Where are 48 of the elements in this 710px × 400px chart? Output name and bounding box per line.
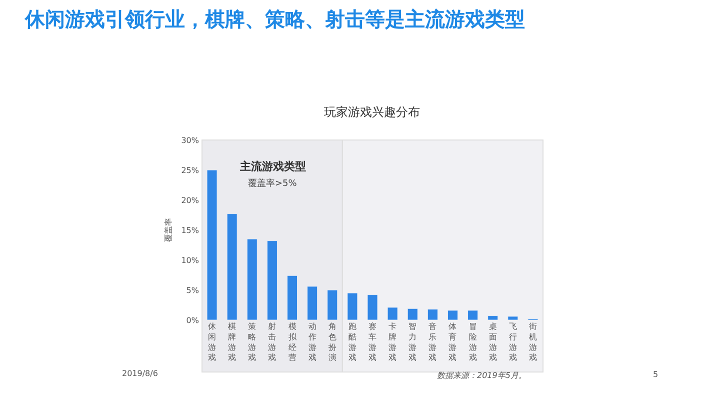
- x-tick-label: 音乐游戏: [428, 322, 437, 362]
- x-tick-label: 射击游戏: [268, 322, 276, 362]
- x-tick-label: 街机游戏: [528, 322, 537, 362]
- bar: [266, 240, 278, 320]
- bar: [427, 308, 438, 320]
- x-tick-label: 模拟经营: [288, 322, 298, 362]
- x-tick-label: 冒险游戏: [468, 322, 477, 362]
- y-tick-label: 0%: [186, 316, 200, 325]
- chart-subtitle: 玩家游戏兴趣分布: [324, 105, 420, 119]
- bar: [206, 170, 218, 320]
- x-tick-label: 智力游戏: [408, 322, 417, 362]
- y-tick-label: 10%: [181, 256, 200, 265]
- bar: [468, 310, 478, 320]
- bar: [226, 214, 238, 320]
- bar: [327, 290, 338, 320]
- bar: [488, 316, 498, 320]
- bar: [367, 294, 378, 320]
- y-tick-label: 15%: [181, 226, 200, 235]
- x-tick-label: 跑酷游戏: [348, 322, 356, 362]
- x-tick-label: 棋牌游戏: [228, 322, 236, 362]
- bar: [387, 307, 398, 320]
- source-note: 数据来源：2019年5月。: [437, 371, 526, 380]
- y-tick-label: 25%: [181, 166, 200, 175]
- y-tick-label: 30%: [181, 136, 200, 145]
- text: 5: [653, 370, 658, 379]
- x-tick-label: 赛车游戏: [368, 322, 376, 362]
- x-tick-label: 休闲游戏: [208, 322, 216, 362]
- x-tick-label: 桌面游戏: [488, 322, 497, 362]
- bar: [447, 310, 458, 320]
- x-tick-label: 体育游戏: [448, 322, 457, 362]
- y-tick-label: 20%: [181, 196, 200, 205]
- bar: [246, 238, 258, 320]
- band-label: 主流游戏类型: [239, 160, 306, 173]
- x-tick-label: 角色扮演: [327, 322, 336, 362]
- text: 2019/8/6: [122, 369, 158, 378]
- annotation: 覆盖率>5%: [248, 178, 298, 189]
- y-axis-title: 覆盖率: [164, 218, 173, 242]
- x-tick-label: 动作游戏: [307, 322, 316, 362]
- bar: [347, 292, 358, 320]
- y-tick-label: 5%: [186, 286, 200, 295]
- x-tick-label: 飞行游戏: [508, 322, 517, 362]
- bar: [287, 275, 298, 320]
- x-tick-label: 卡牌游戏: [388, 322, 397, 362]
- x-tick-label: 策略游戏: [248, 322, 256, 362]
- bar: [307, 286, 318, 320]
- chart-title: 休闲游戏引领行业，棋牌、策略、射击等是主流游戏类型: [24, 7, 525, 31]
- bar: [407, 308, 418, 320]
- bar: [508, 316, 518, 320]
